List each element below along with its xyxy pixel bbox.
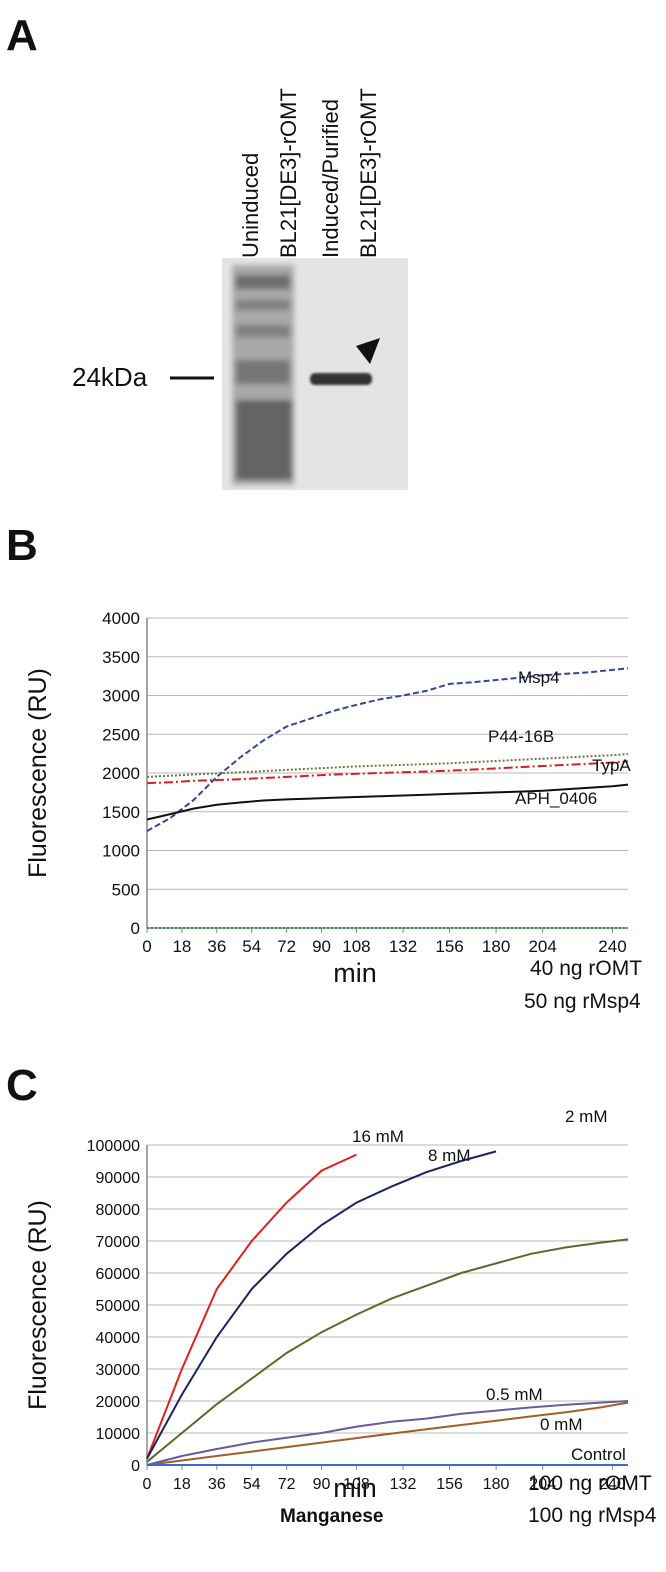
series-label: 0 mM bbox=[540, 1415, 583, 1434]
series-line bbox=[146, 783, 629, 821]
marker-label: 24kDa bbox=[72, 362, 148, 392]
chart: C 0 10000 20000 30000 40000 50000 60000 70000 800… bbox=[6, 1061, 657, 1527]
x-tick-label: 180 bbox=[483, 1476, 510, 1493]
series-label: P44-16B bbox=[488, 727, 554, 746]
y-tick-label: 0 bbox=[131, 919, 140, 938]
x-tick-label: 72 bbox=[277, 937, 296, 956]
y-tick-label: 2000 bbox=[102, 764, 140, 783]
gel-band bbox=[310, 373, 372, 385]
x-tick-label: 204 bbox=[529, 1476, 556, 1493]
y-tick-label: 3500 bbox=[102, 648, 140, 667]
y-tick-label: 30000 bbox=[96, 1362, 141, 1379]
panel-label: B bbox=[6, 521, 38, 570]
chart: B 0 500 1000 1500 2000 2500 3000 3500 4000 0 18 36 54… bbox=[6, 521, 642, 1013]
x-tick-label: 204 bbox=[528, 937, 556, 956]
series-label: TypA bbox=[592, 756, 631, 775]
lane-label: Induced/Purified bbox=[318, 99, 343, 258]
lane-label: Uninduced bbox=[238, 153, 263, 258]
series-label: 0.5 mM bbox=[486, 1385, 543, 1404]
series-line bbox=[146, 1150, 497, 1460]
x-tick-label: 0 bbox=[142, 937, 151, 956]
x-tick-label: 72 bbox=[278, 1476, 296, 1493]
y-tick-label: 20000 bbox=[96, 1394, 141, 1411]
x-tick-label: 156 bbox=[435, 937, 463, 956]
annotation: 40 ng rOMT bbox=[530, 957, 642, 980]
y-tick-label: 3000 bbox=[102, 687, 140, 706]
series-line bbox=[146, 1238, 629, 1463]
x-tick-label: 240 bbox=[598, 937, 626, 956]
y-axis-label: Fluorescence (RU) bbox=[24, 1200, 52, 1410]
y-tick-label: 1000 bbox=[102, 842, 140, 861]
y-tick-label: 0 bbox=[131, 1458, 140, 1475]
gel-smear bbox=[232, 265, 294, 485]
panel-label: A bbox=[6, 11, 38, 60]
y-tick-label: 50000 bbox=[96, 1298, 141, 1315]
series-label: 8 mM bbox=[428, 1146, 471, 1165]
x-tick-label: 240 bbox=[599, 1476, 626, 1493]
y-tick-label: 40000 bbox=[96, 1330, 141, 1347]
y-tick-label: 4000 bbox=[102, 609, 140, 628]
panel-label: C bbox=[6, 1061, 38, 1110]
y-tick-label: 1500 bbox=[102, 803, 140, 822]
x-tick-label: 132 bbox=[389, 937, 417, 956]
series-line bbox=[146, 760, 629, 785]
lane-label: BL21[DE3]-rOMT bbox=[276, 88, 301, 258]
annotation: 100 ng rOMT bbox=[528, 1472, 652, 1495]
series-line bbox=[146, 1400, 629, 1466]
x-tick-label: 0 bbox=[143, 1476, 152, 1493]
annotation: Manganese bbox=[280, 1506, 383, 1527]
x-tick-label: 54 bbox=[242, 937, 261, 956]
y-tick-label: 10000 bbox=[96, 1426, 141, 1443]
y-tick-label: 2500 bbox=[102, 725, 140, 744]
lane-label: BL21[DE3]-rOMT bbox=[356, 88, 381, 258]
series-label: 16 mM bbox=[352, 1127, 404, 1146]
x-tick-label: 108 bbox=[342, 937, 370, 956]
y-axis-label: Fluorescence (RU) bbox=[24, 668, 52, 878]
x-tick-label: 18 bbox=[172, 937, 191, 956]
arrowhead bbox=[356, 338, 380, 364]
y-tick-label: 70000 bbox=[96, 1234, 141, 1251]
panel-a: A 24kDa Uninduced BL21[DE3]-rOMT Induced… bbox=[6, 11, 408, 490]
series-line bbox=[146, 1153, 357, 1459]
y-tick-label: 90000 bbox=[96, 1170, 141, 1187]
series-label: 2 mM bbox=[565, 1107, 608, 1126]
x-tick-label: 36 bbox=[207, 937, 226, 956]
annotation: 100 ng rMsp4 bbox=[528, 1504, 657, 1527]
x-tick-label: 108 bbox=[343, 1476, 370, 1493]
annotation: 50 ng rMsp4 bbox=[524, 990, 641, 1013]
series-line bbox=[146, 667, 629, 832]
series-line bbox=[146, 753, 629, 778]
x-tick-label: 18 bbox=[173, 1476, 191, 1493]
series-label: Msp4 bbox=[518, 668, 560, 687]
y-tick-label: 100000 bbox=[87, 1138, 140, 1155]
y-tick-label: 60000 bbox=[96, 1266, 141, 1283]
y-tick-label: 500 bbox=[112, 880, 140, 899]
x-tick-label: 90 bbox=[313, 1476, 331, 1493]
x-tick-label: 36 bbox=[208, 1476, 226, 1493]
x-axis-label: min bbox=[333, 1473, 377, 1503]
series-label: APH_0406 bbox=[515, 789, 597, 808]
x-tick-label: 132 bbox=[390, 1476, 417, 1493]
x-tick-label: 90 bbox=[312, 937, 331, 956]
x-tick-label: 54 bbox=[243, 1476, 261, 1493]
x-tick-label: 156 bbox=[436, 1476, 463, 1493]
series-line bbox=[146, 1401, 629, 1466]
y-tick-label: 80000 bbox=[96, 1202, 141, 1219]
x-tick-label: 180 bbox=[482, 937, 510, 956]
series-label: Control bbox=[571, 1445, 626, 1464]
x-axis-label: min bbox=[333, 958, 377, 988]
